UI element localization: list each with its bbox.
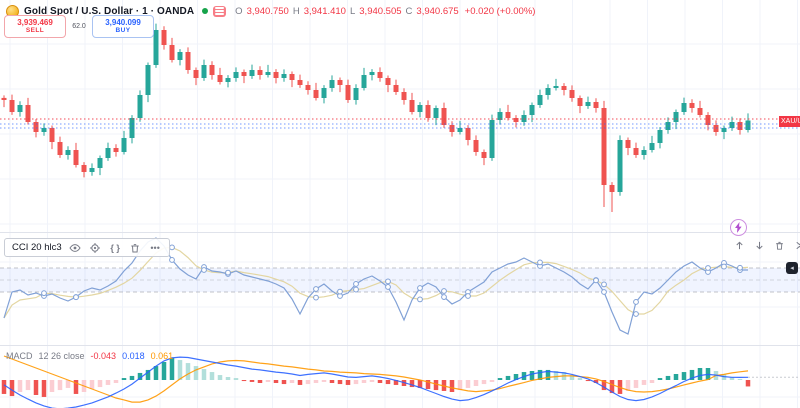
open-value: 3,940.750	[246, 5, 289, 17]
macd-line-value: 0.018	[122, 351, 145, 361]
pane-controls	[733, 239, 800, 252]
macd-indicator-pane	[1, 355, 800, 408]
collapse-pane-icon[interactable]	[793, 239, 800, 252]
source-code-icon[interactable]: { }	[110, 242, 120, 253]
sell-button[interactable]: 3,939.469 SELL	[4, 15, 66, 38]
settings-icon[interactable]	[89, 241, 102, 254]
chart-header: Gold Spot / U.S. Dollar · 1 · OANDA O 3,…	[6, 3, 535, 19]
macd-signal-value: 0.061	[150, 351, 174, 361]
instant-trading-icon[interactable]	[730, 219, 747, 236]
cci-indicator-title[interactable]: CCI 20 hlc3	[12, 242, 62, 253]
candlestick-pane	[0, 23, 800, 212]
macd-hist-value: -0.043	[90, 351, 117, 361]
close-value: 3,940.675	[416, 5, 459, 17]
high-label: H	[292, 5, 300, 17]
move-pane-down-icon[interactable]	[753, 239, 766, 252]
low-label: L	[349, 5, 356, 17]
ohlc-readout: O 3,940.750 H 3,941.410 L 3,940.505 C 3,…	[235, 6, 535, 17]
buy-sell-widget: 3,939.469 SELL 62.0 3,940.099 BUY	[4, 15, 154, 38]
open-label: O	[235, 5, 243, 17]
eye-icon[interactable]	[69, 241, 82, 254]
macd-indicator-title[interactable]: MACD	[6, 351, 33, 361]
macd-indicator-legend: MACD 12 26 close -0.043 0.018 0.061	[6, 351, 173, 361]
change-value: +0.020 (+0.00%)	[464, 5, 536, 17]
pane-separators	[0, 232, 800, 346]
broker-list-icon[interactable]	[213, 5, 227, 17]
more-icon[interactable]: •••	[150, 242, 160, 253]
buy-label: BUY	[115, 26, 131, 34]
buy-price: 3,940.099	[105, 17, 141, 27]
spread-value: 62.0	[72, 23, 86, 30]
sell-price: 3,939.469	[17, 17, 53, 27]
cci-indicator-pane	[3, 237, 749, 335]
right-edge-badge-icon[interactable]: ◂	[786, 262, 798, 274]
low-value: 3,940.505	[359, 5, 402, 17]
symbol-title[interactable]: Gold Spot / U.S. Dollar · 1 · OANDA	[24, 5, 195, 17]
cci-indicator-legend: CCI 20 hlc3 { } •••	[4, 238, 170, 257]
buy-button[interactable]: 3,940.099 BUY	[92, 15, 154, 38]
cci-band	[0, 267, 800, 293]
move-pane-up-icon[interactable]	[733, 239, 746, 252]
close-label: C	[405, 5, 413, 17]
delete-pane-icon[interactable]	[773, 239, 786, 252]
delete-icon[interactable]	[129, 241, 142, 254]
sell-label: SELL	[25, 26, 45, 34]
macd-params: 12 26 close	[38, 351, 85, 361]
last-price-axis-label: XAU/US	[779, 116, 800, 127]
market-open-dot-icon	[202, 8, 209, 14]
high-value: 3,941.410	[303, 5, 346, 17]
